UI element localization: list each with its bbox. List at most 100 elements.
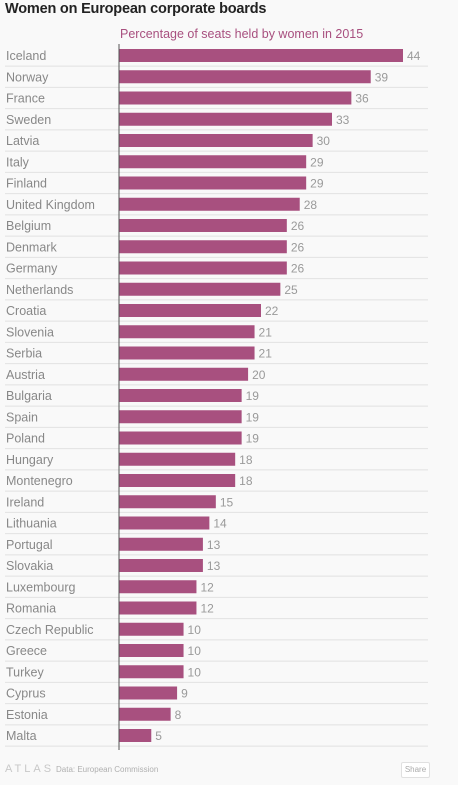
bar [119, 70, 371, 84]
category-label: Germany [6, 262, 58, 276]
chart-title: Women on European corporate boards [5, 1, 267, 17]
bar [119, 516, 210, 530]
value-label: 13 [207, 538, 221, 552]
category-label: Estonia [6, 708, 48, 722]
value-label: 19 [246, 410, 260, 424]
value-label: 44 [407, 49, 421, 63]
bar [119, 346, 255, 360]
category-label: Bulgaria [6, 389, 52, 403]
category-label: Romania [6, 602, 56, 616]
value-label: 19 [246, 432, 260, 446]
atlas-logo: ATLAS [5, 763, 55, 775]
value-label: 9 [181, 687, 188, 701]
bar [119, 452, 236, 466]
category-label: Turkey [6, 665, 44, 679]
category-label: Montenegro [6, 474, 73, 488]
value-label: 26 [291, 219, 305, 233]
category-label: Norway [6, 70, 49, 84]
value-label: 26 [291, 262, 305, 276]
category-label: Austria [6, 368, 45, 382]
value-label: 14 [213, 517, 227, 531]
value-label: 36 [355, 92, 369, 106]
bar [119, 495, 216, 509]
category-label: Malta [6, 729, 37, 743]
bar [119, 367, 249, 381]
category-label: Spain [6, 410, 38, 424]
value-label: 21 [259, 347, 273, 361]
category-label: United Kingdom [6, 198, 95, 212]
category-label: Hungary [6, 453, 54, 467]
category-label: Ireland [6, 495, 44, 509]
value-label: 12 [200, 580, 214, 594]
category-label: France [6, 92, 45, 106]
value-label: 22 [265, 304, 279, 318]
value-label: 26 [291, 240, 305, 254]
bar [119, 686, 178, 700]
bar [119, 537, 203, 551]
bar [119, 644, 184, 657]
category-label: Latvia [6, 134, 39, 148]
bar [119, 155, 307, 169]
bar [119, 707, 171, 721]
value-label: 5 [155, 729, 162, 743]
value-label: 29 [310, 177, 324, 191]
category-label: Slovakia [6, 559, 53, 573]
bar-chart: Percentage of seats held by women in 201… [5, 27, 428, 750]
value-label: 39 [375, 70, 389, 84]
value-label: 13 [207, 559, 221, 573]
value-label: 10 [188, 644, 202, 658]
bar [119, 665, 184, 679]
value-label: 18 [239, 453, 253, 467]
bar [119, 282, 281, 296]
bar [119, 601, 197, 615]
value-label: 15 [220, 495, 234, 509]
value-label: 8 [175, 708, 182, 722]
category-label: Serbia [6, 347, 42, 361]
category-label: Belgium [6, 219, 51, 233]
bar [119, 580, 197, 594]
category-label: Czech Republic [6, 623, 94, 637]
bar [119, 431, 242, 445]
value-label: 10 [188, 665, 202, 679]
value-label: 28 [304, 198, 318, 212]
bar [119, 325, 255, 339]
category-label: Cyprus [6, 687, 46, 701]
category-label: Poland [6, 432, 45, 446]
bar [119, 261, 287, 275]
bar [119, 91, 352, 105]
bar [119, 197, 300, 211]
category-label: Greece [6, 644, 47, 658]
bar [119, 622, 184, 636]
series-label: Percentage of seats held by women in 201… [120, 27, 363, 41]
bar [119, 219, 287, 232]
bar [119, 49, 403, 62]
category-label: Croatia [6, 304, 46, 318]
category-label: Finland [6, 177, 47, 191]
value-label: 18 [239, 474, 253, 488]
share-button[interactable]: Share [401, 762, 430, 778]
value-label: 21 [259, 325, 273, 339]
value-label: 29 [310, 155, 324, 169]
bar [119, 112, 332, 126]
value-label: 30 [317, 134, 331, 148]
source-note: Data: European Commission [56, 765, 159, 774]
value-label: 33 [336, 113, 350, 127]
category-label: Slovenia [6, 325, 54, 339]
bar [119, 240, 287, 254]
footer: ATLAS Data: European Commission Share [0, 760, 458, 785]
bar [119, 410, 242, 424]
category-label: Lithuania [6, 517, 57, 531]
bar [119, 304, 261, 317]
value-label: 10 [188, 623, 202, 637]
value-label: 25 [284, 283, 298, 297]
bar [119, 559, 203, 572]
bar [119, 176, 307, 190]
category-label: Portugal [6, 538, 53, 552]
category-label: Italy [6, 155, 30, 169]
category-label: Netherlands [6, 283, 73, 297]
bar [119, 389, 242, 402]
category-label: Denmark [6, 240, 57, 254]
bar [119, 134, 313, 147]
value-label: 19 [246, 389, 260, 403]
bar [119, 474, 236, 487]
